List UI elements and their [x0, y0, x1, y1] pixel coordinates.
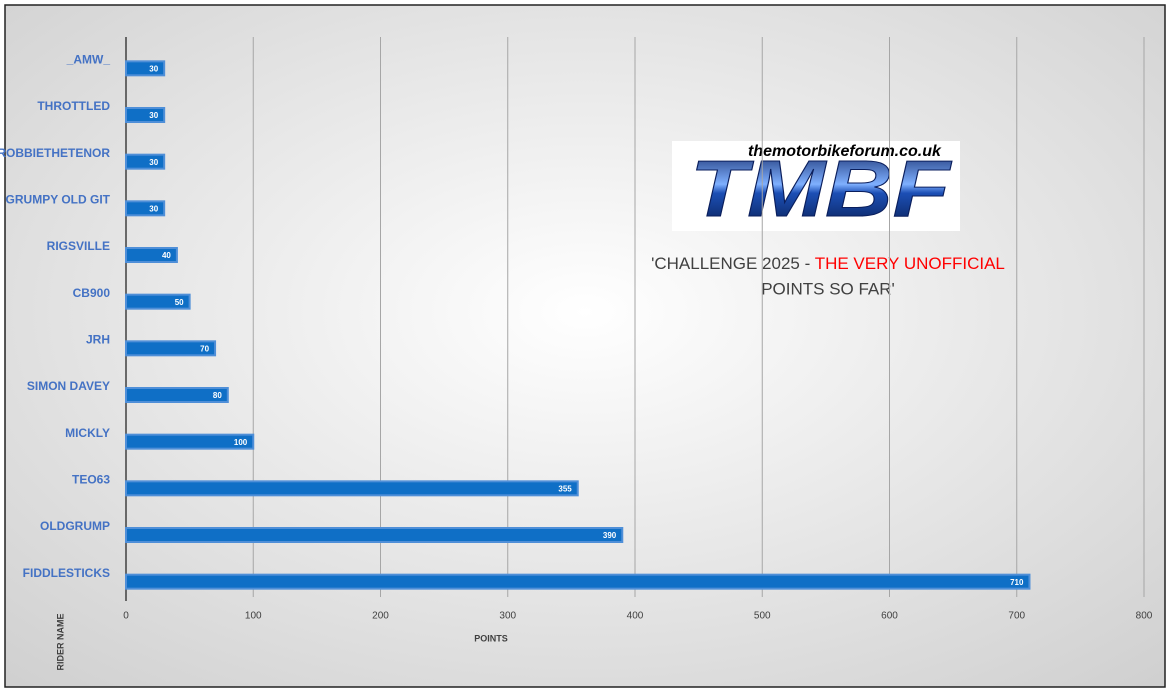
title-part: THE VERY UNOFFICIAL [815, 254, 1005, 273]
value-label: 40 [162, 251, 171, 260]
value-label: 390 [603, 531, 617, 540]
bar [125, 247, 178, 263]
bar [125, 480, 579, 497]
chart-title: 'CHALLENGE 2025 - THE VERY UNOFFICIAL [651, 254, 1005, 273]
x-tick-label: 600 [881, 611, 898, 622]
bar [125, 153, 166, 170]
y-axis-label: RIDER NAME [55, 613, 65, 670]
value-label: 710 [1010, 578, 1024, 587]
bar [125, 433, 255, 450]
x-tick-label: 100 [245, 611, 262, 622]
bar [125, 573, 1031, 590]
y-tick-label: FIDDLESTICKS [23, 566, 110, 580]
logo-text: TMBF [690, 144, 952, 233]
value-label: 70 [200, 344, 209, 353]
value-label: 30 [149, 64, 158, 73]
x-tick-label: 500 [754, 611, 771, 622]
y-tick-label: THROTTLED [37, 99, 110, 113]
y-tick-label: JRH [86, 333, 110, 347]
bar [125, 387, 229, 403]
y-tick-label: CB900 [73, 286, 111, 300]
value-label: 80 [213, 391, 222, 400]
y-tick-label: RIGSVILLE [47, 239, 110, 253]
y-tick-label: OLDGRUMP [40, 519, 110, 533]
chart-title: POINTS SO FAR' [761, 279, 895, 298]
x-tick-label: 800 [1136, 611, 1153, 622]
y-tick-label: TEO63 [72, 473, 110, 487]
value-label: 50 [175, 298, 184, 307]
logo-box [672, 141, 960, 231]
value-label: 30 [149, 204, 158, 213]
x-tick-label: 700 [1008, 611, 1025, 622]
x-tick-label: 300 [499, 611, 516, 622]
logo-url: themotorbikeforum.co.uk [748, 143, 942, 160]
bar [125, 60, 166, 77]
bar [125, 293, 191, 310]
x-axis-label: POINTS [474, 633, 508, 643]
x-tick-label: 0 [123, 611, 129, 622]
y-tick-label: GRUMPY OLD GIT [6, 193, 111, 207]
bar [125, 107, 166, 123]
bar [125, 527, 624, 543]
value-label: 30 [149, 158, 158, 167]
title-part: 'CHALLENGE 2025 - [651, 254, 815, 273]
logo: TMBF themotorbikeforum.co.uk [672, 141, 960, 234]
value-label: 30 [149, 111, 158, 120]
x-tick-label: 200 [372, 611, 389, 622]
bar [125, 200, 166, 217]
x-tick-label: 400 [627, 611, 644, 622]
y-tick-label: MICKLY [65, 426, 110, 440]
value-label: 355 [558, 484, 572, 493]
y-tick-label: SIMON DAVEY [27, 379, 110, 393]
bar [125, 340, 217, 357]
y-tick-label: ROBBIETHETENOR [0, 146, 110, 160]
value-label: 100 [234, 438, 248, 447]
y-tick-label: _AMW_ [66, 53, 111, 67]
